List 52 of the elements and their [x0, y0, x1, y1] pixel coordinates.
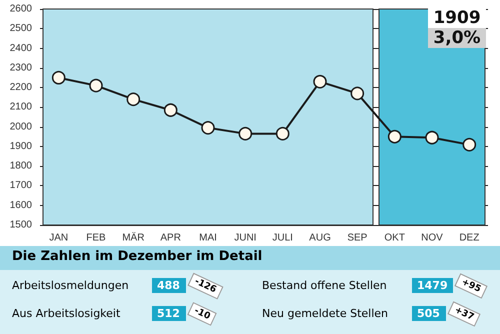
y-tick-label: 1500 [10, 220, 32, 230]
point [462, 138, 476, 152]
x-tick-label: JUNI [234, 232, 256, 244]
text: Die Zahlen im Dezember im Detail [0, 246, 500, 270]
x-tick-label: MÄR [122, 232, 144, 244]
point [201, 121, 215, 135]
x-tick-label: NOV [421, 232, 444, 244]
text: -126 [188, 272, 223, 299]
point [425, 130, 439, 144]
point [164, 103, 178, 117]
point [276, 126, 290, 140]
y-tick-label: 2600 [10, 4, 32, 14]
point [89, 78, 103, 92]
x-tick-label: FEB [86, 232, 106, 244]
text: Aus Arbeitslosigkeit [12, 307, 122, 320]
y-tick-label: 1600 [10, 200, 32, 211]
y-tick-label: 2300 [10, 62, 32, 74]
x-tick-label: APR [160, 232, 181, 244]
text: Arbeitslosmeldungen [12, 279, 130, 292]
y-tick-label: 1800 [10, 160, 32, 172]
annotation: 1909 [428, 8, 486, 28]
text: Neu gemeldete Stellen [262, 307, 389, 320]
text: +37 [447, 300, 481, 326]
point [52, 70, 66, 84]
x-tick-label: JULI [272, 232, 293, 244]
text: +95 [454, 272, 488, 298]
point [238, 126, 252, 140]
text: -10 [187, 302, 217, 326]
y-tick-label: 2500 [10, 23, 32, 34]
text: 505 [412, 306, 446, 321]
y-tick-label: 2100 [10, 102, 32, 113]
callout-box: 1909 3,0% [428, 8, 486, 48]
x-tick-label: MAI [199, 232, 217, 244]
x-tick-label: OKT [384, 232, 405, 244]
point [126, 92, 140, 106]
point [388, 130, 402, 144]
y-tick-label: 2000 [10, 121, 32, 132]
text: Bestand offene Stellen [262, 279, 388, 292]
x-tick-label: SEP [347, 232, 368, 244]
x-tick-label: AUG [309, 232, 332, 244]
y-tick-label: 1700 [10, 180, 32, 192]
y-tick-label: 2200 [10, 82, 32, 94]
point [313, 74, 327, 88]
text: 488 [152, 278, 186, 293]
annotation: 3,0% [432, 28, 482, 48]
y-tick-label: 1900 [10, 140, 32, 152]
x-tick-label: JAN [49, 232, 68, 244]
y-tick-label: 2400 [10, 42, 32, 54]
x-tick-label: DEZ [459, 232, 480, 244]
point [350, 86, 364, 100]
text: 512 [152, 306, 186, 321]
text: 1479 [412, 278, 453, 293]
